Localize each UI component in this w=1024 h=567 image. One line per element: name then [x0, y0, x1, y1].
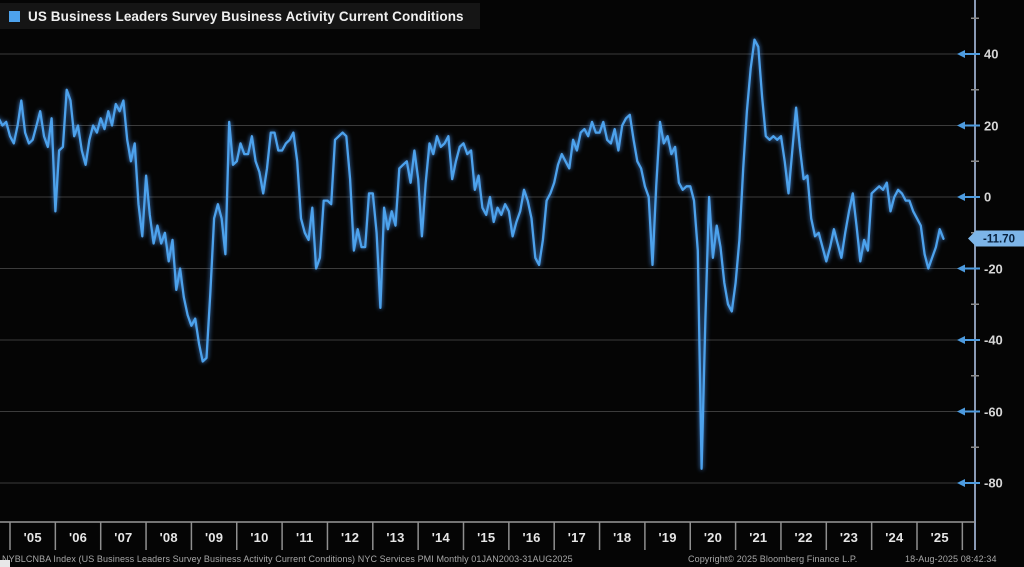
y-tick-arrow-icon	[957, 121, 965, 130]
y-axis-tick-label: -40	[984, 332, 1003, 348]
footer-bar: NYBLCNBA Index (US Business Leaders Surv…	[0, 551, 1024, 567]
last-value-badge: -11.70	[968, 230, 1024, 247]
x-axis-year-label: '25	[930, 530, 949, 545]
chart-legend[interactable]: US Business Leaders Survey Business Acti…	[0, 3, 480, 29]
y-axis-tick-label: -20	[984, 261, 1003, 276]
x-axis-year-label: '24	[885, 530, 904, 545]
x-axis-year-label: '23	[839, 530, 859, 545]
x-axis-year-label: '21	[749, 530, 768, 545]
x-axis-year-label: '09	[204, 530, 224, 545]
x-axis-year-label: '11	[296, 530, 314, 545]
x-axis-year-label: '18	[613, 530, 632, 545]
x-axis-year-label: '06	[68, 530, 88, 545]
y-tick-arrow-icon	[957, 50, 965, 58]
chart-title: US Business Leaders Survey Business Acti…	[28, 8, 464, 24]
y-tick-arrow-icon	[957, 407, 965, 416]
x-axis-year-label: '20	[703, 530, 722, 545]
x-axis-year-label: '08	[159, 530, 178, 545]
x-axis-year-label: '05	[23, 530, 42, 545]
x-axis-year-label: '12	[341, 530, 360, 545]
last-value-badge-shape	[968, 230, 1024, 247]
x-axis-year-label: '15	[477, 530, 496, 545]
footer-timestamp: 18-Aug-2025 08:42:34	[905, 554, 997, 564]
x-axis-year-label: '10	[250, 530, 269, 545]
x-axis-year-label: '19	[658, 530, 677, 545]
data-series-line	[0, 38, 945, 470]
y-tick-arrow-icon	[957, 193, 965, 201]
x-axis-year-label: '14	[431, 530, 450, 545]
footer-copyright: Copyright© 2025 Bloomberg Finance L.P.	[688, 554, 858, 564]
y-tick-arrow-icon	[957, 479, 965, 487]
x-axis-year-label: '13	[386, 530, 405, 545]
y-axis-tick-label: 20	[984, 118, 999, 133]
y-axis-tick-label: 0	[984, 189, 992, 205]
x-axis-year-label: '16	[522, 530, 541, 545]
y-axis-tick-label: -60	[984, 404, 1003, 419]
last-value-label: -11.70	[983, 234, 1015, 246]
x-axis-year-label: '17	[567, 530, 586, 545]
legend-color-swatch-icon	[9, 10, 20, 22]
y-axis-tick-label: 40	[984, 46, 999, 62]
x-axis-year-label: '22	[794, 530, 813, 545]
x-axis-year-label: '07	[114, 530, 133, 545]
y-axis-tick-label: -80	[984, 475, 1003, 491]
y-tick-arrow-icon	[957, 336, 965, 344]
footer-ticker-description: NYBLCNBA Index (US Business Leaders Surv…	[2, 554, 573, 564]
y-tick-arrow-icon	[957, 264, 965, 273]
corner-marker	[0, 560, 10, 567]
